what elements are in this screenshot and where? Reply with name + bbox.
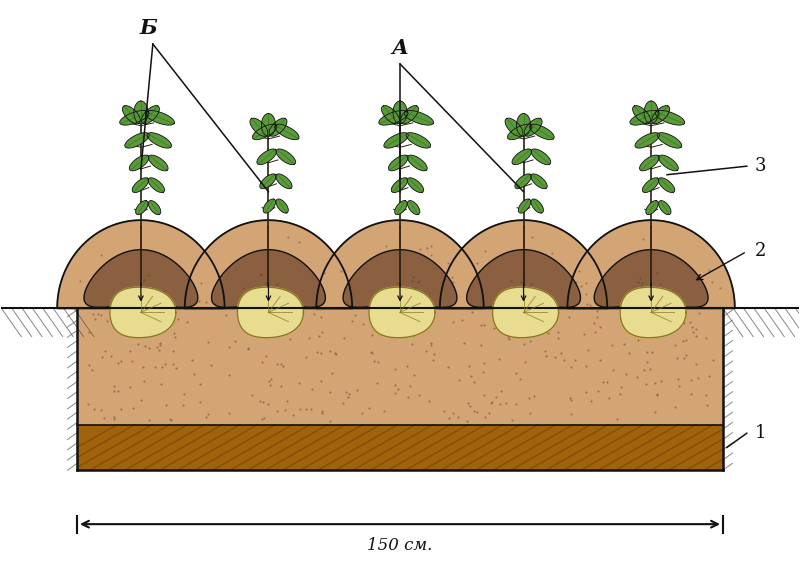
Polygon shape bbox=[594, 250, 708, 307]
Polygon shape bbox=[567, 220, 735, 308]
Polygon shape bbox=[262, 114, 275, 136]
Text: 3: 3 bbox=[754, 157, 766, 175]
Polygon shape bbox=[531, 149, 550, 164]
Polygon shape bbox=[269, 118, 287, 136]
Polygon shape bbox=[644, 101, 658, 124]
Polygon shape bbox=[185, 220, 352, 308]
Polygon shape bbox=[507, 124, 532, 140]
Text: 1: 1 bbox=[754, 424, 766, 442]
Polygon shape bbox=[125, 132, 149, 148]
Polygon shape bbox=[260, 174, 276, 189]
Polygon shape bbox=[276, 149, 296, 164]
Polygon shape bbox=[407, 155, 427, 171]
Polygon shape bbox=[147, 132, 171, 148]
Polygon shape bbox=[252, 124, 277, 140]
Polygon shape bbox=[211, 250, 326, 307]
Polygon shape bbox=[274, 124, 299, 140]
Text: Б: Б bbox=[140, 18, 158, 38]
Polygon shape bbox=[394, 200, 407, 215]
Polygon shape bbox=[130, 155, 149, 171]
Polygon shape bbox=[393, 101, 407, 124]
Text: 150 см.: 150 см. bbox=[367, 537, 433, 554]
Polygon shape bbox=[122, 106, 140, 124]
Polygon shape bbox=[142, 106, 159, 124]
Polygon shape bbox=[524, 118, 542, 136]
Polygon shape bbox=[343, 250, 457, 307]
Polygon shape bbox=[276, 199, 288, 213]
Polygon shape bbox=[512, 149, 532, 164]
Polygon shape bbox=[263, 199, 275, 213]
Polygon shape bbox=[517, 114, 530, 136]
Polygon shape bbox=[530, 174, 547, 188]
Polygon shape bbox=[401, 106, 418, 124]
Polygon shape bbox=[389, 155, 408, 171]
Polygon shape bbox=[642, 178, 658, 192]
Polygon shape bbox=[658, 178, 674, 192]
Polygon shape bbox=[655, 111, 685, 125]
Polygon shape bbox=[406, 132, 430, 148]
Polygon shape bbox=[493, 287, 558, 337]
Polygon shape bbox=[378, 110, 408, 125]
Polygon shape bbox=[407, 178, 424, 192]
Polygon shape bbox=[639, 155, 659, 171]
Polygon shape bbox=[132, 178, 149, 192]
Polygon shape bbox=[316, 220, 484, 308]
Polygon shape bbox=[382, 106, 399, 124]
Polygon shape bbox=[407, 200, 420, 215]
Polygon shape bbox=[635, 132, 659, 148]
Polygon shape bbox=[110, 287, 176, 337]
Polygon shape bbox=[658, 200, 671, 215]
Polygon shape bbox=[238, 287, 303, 337]
Polygon shape bbox=[145, 111, 174, 125]
Polygon shape bbox=[515, 174, 531, 189]
Polygon shape bbox=[148, 200, 161, 215]
Polygon shape bbox=[84, 250, 198, 307]
Polygon shape bbox=[440, 220, 607, 308]
Polygon shape bbox=[391, 178, 408, 192]
Polygon shape bbox=[384, 132, 408, 148]
Polygon shape bbox=[135, 200, 148, 215]
Polygon shape bbox=[658, 132, 682, 148]
Polygon shape bbox=[134, 101, 148, 124]
Polygon shape bbox=[149, 155, 168, 171]
Polygon shape bbox=[630, 110, 659, 125]
Polygon shape bbox=[646, 200, 658, 215]
Polygon shape bbox=[57, 220, 225, 308]
Polygon shape bbox=[276, 174, 292, 188]
Polygon shape bbox=[505, 118, 523, 136]
Polygon shape bbox=[250, 118, 268, 136]
Polygon shape bbox=[620, 287, 686, 337]
Polygon shape bbox=[633, 106, 650, 124]
Polygon shape bbox=[369, 287, 435, 337]
Text: А: А bbox=[391, 38, 409, 58]
Polygon shape bbox=[77, 425, 723, 470]
Polygon shape bbox=[531, 199, 543, 213]
Polygon shape bbox=[77, 308, 723, 425]
Text: 2: 2 bbox=[754, 243, 766, 260]
Polygon shape bbox=[466, 250, 581, 307]
Polygon shape bbox=[518, 199, 530, 213]
Polygon shape bbox=[257, 149, 277, 164]
Polygon shape bbox=[120, 110, 149, 125]
Polygon shape bbox=[530, 124, 554, 140]
Polygon shape bbox=[148, 178, 165, 192]
Polygon shape bbox=[404, 111, 434, 125]
Polygon shape bbox=[652, 106, 670, 124]
Polygon shape bbox=[658, 155, 678, 171]
